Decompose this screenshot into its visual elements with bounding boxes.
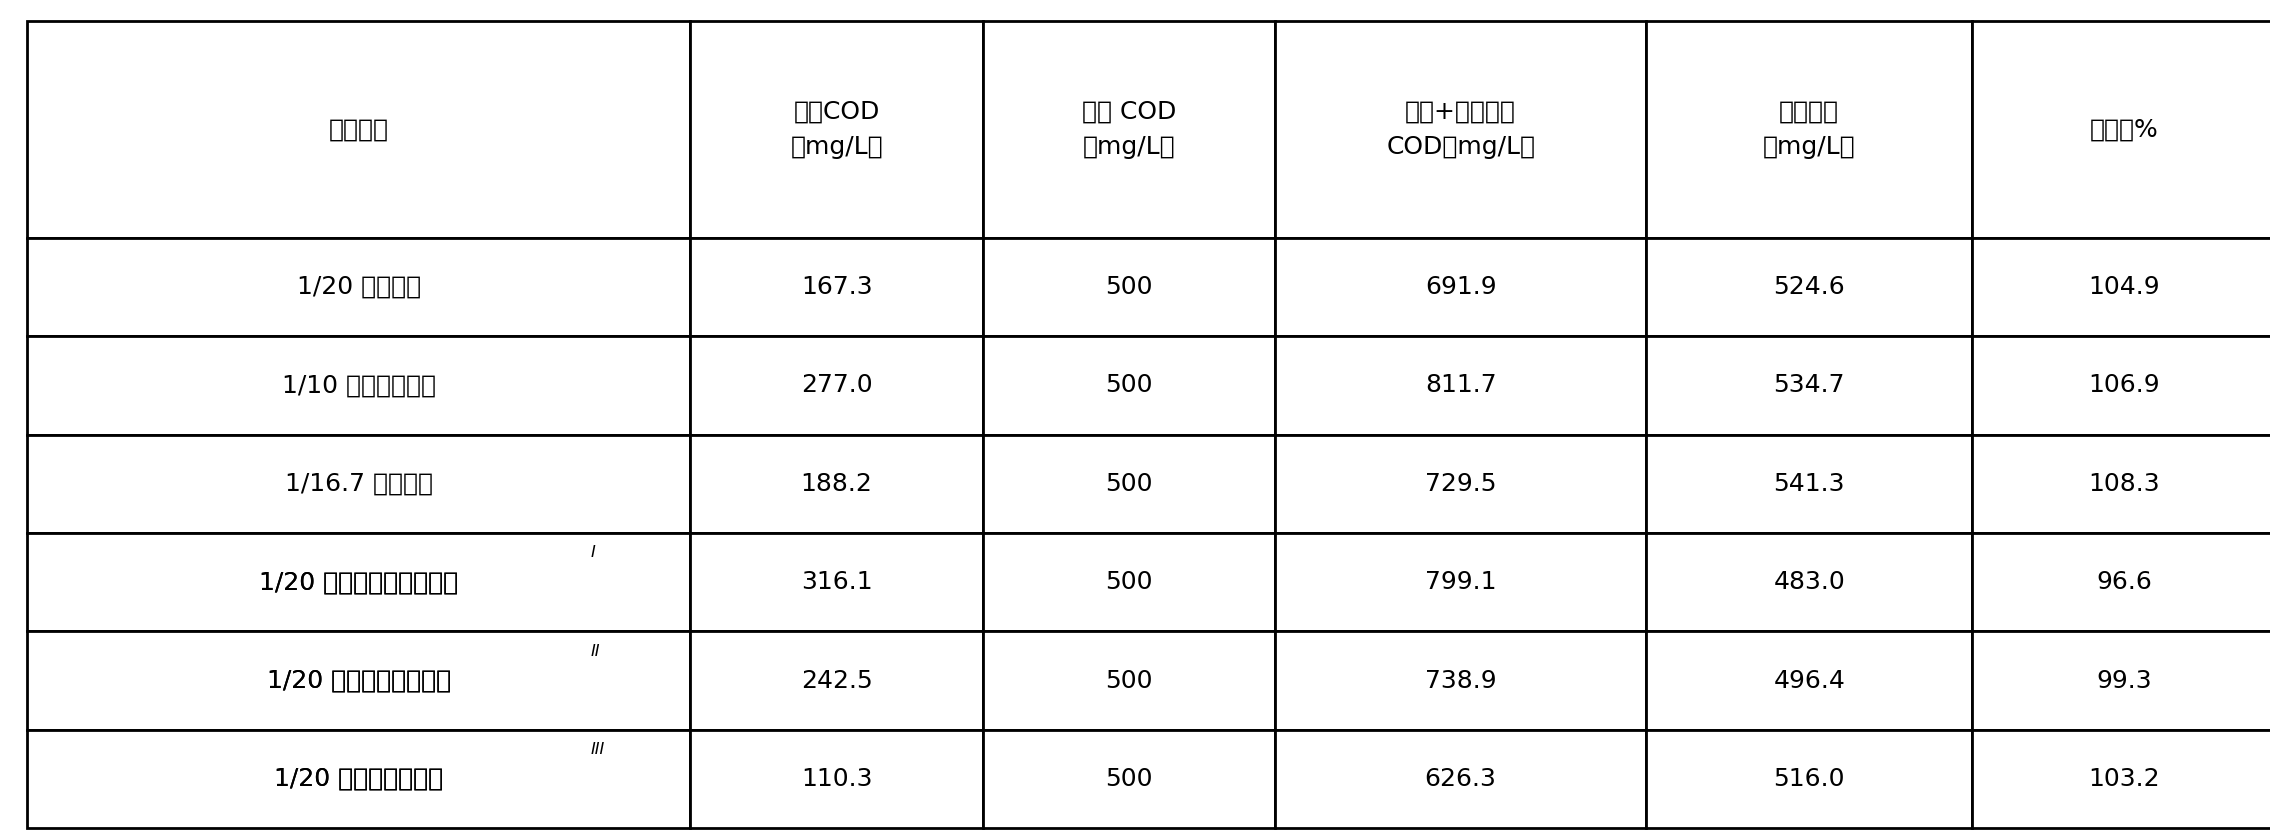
Text: 1/20 百万吨钾肥尾盐池: 1/20 百万吨钾肥尾盐池 [266, 669, 452, 692]
Bar [983, 238, 1276, 336]
Text: 回收率%: 回收率% [2091, 118, 2159, 141]
Text: 1/16.7 大柴旦湖: 1/16.7 大柴旦湖 [284, 472, 434, 495]
Text: 277.0: 277.0 [801, 374, 872, 397]
Text: 541.3: 541.3 [1773, 472, 1846, 495]
Text: 99.3: 99.3 [2095, 669, 2152, 692]
Text: 534.7: 534.7 [1773, 374, 1846, 397]
Bar [1646, 631, 1973, 730]
Text: 496.4: 496.4 [1773, 669, 1846, 692]
Text: II: II [590, 644, 599, 659]
Text: 1/20 百万吨钾肥尾盐池: 1/20 百万吨钾肥尾盐池 [266, 669, 452, 692]
Bar [27, 533, 690, 631]
Bar [27, 238, 690, 336]
Bar [983, 21, 1276, 238]
Text: 242.5: 242.5 [801, 669, 872, 692]
Text: 表样加收
（mg/L）: 表样加收 （mg/L） [1764, 99, 1855, 159]
Bar [1646, 533, 1973, 631]
Text: 1/10 东台吉乃尔湖: 1/10 东台吉乃尔湖 [281, 374, 436, 397]
Bar [27, 21, 690, 238]
Text: III: III [590, 742, 606, 757]
Text: 1/20 百万吨钾肥光卤石池: 1/20 百万吨钾肥光卤石池 [259, 570, 459, 594]
Bar [1646, 435, 1973, 533]
Bar [1276, 730, 1646, 828]
Bar [1276, 336, 1646, 435]
Text: 188.2: 188.2 [801, 472, 872, 495]
Text: 524.6: 524.6 [1773, 275, 1846, 299]
Text: 500: 500 [1105, 570, 1153, 594]
Text: 样品名称: 样品名称 [329, 118, 388, 141]
Bar [27, 631, 690, 730]
Bar [690, 435, 983, 533]
Bar [983, 631, 1276, 730]
Bar [983, 435, 1276, 533]
Text: 500: 500 [1105, 472, 1153, 495]
Bar [1276, 533, 1646, 631]
Text: 1/20 百万吨钾肥原卤: 1/20 百万吨钾肥原卤 [275, 767, 443, 791]
Text: 96.6: 96.6 [2095, 570, 2152, 594]
Bar [1276, 21, 1646, 238]
Text: I: I [590, 545, 595, 560]
Text: 样品COD
（mg/L）: 样品COD （mg/L） [790, 99, 883, 159]
Bar [983, 730, 1276, 828]
Text: 106.9: 106.9 [2088, 374, 2159, 397]
Bar [1646, 21, 1973, 238]
Bar [1646, 238, 1973, 336]
Text: 108.3: 108.3 [2088, 472, 2159, 495]
Text: 1/20 百万吨钾肥光卤石池: 1/20 百万吨钾肥光卤石池 [259, 570, 459, 594]
Bar [1973, 336, 2270, 435]
Text: 516.0: 516.0 [1773, 767, 1846, 791]
Text: 500: 500 [1105, 275, 1153, 299]
Bar [690, 730, 983, 828]
Text: 316.1: 316.1 [801, 570, 872, 594]
Text: 626.3: 626.3 [1426, 767, 1496, 791]
Bar [1276, 238, 1646, 336]
Text: （样+标）实测
COD（mg/L）: （样+标）实测 COD（mg/L） [1387, 99, 1535, 159]
Text: 691.9: 691.9 [1426, 275, 1496, 299]
Bar [27, 730, 690, 828]
Text: 加标 COD
（mg/L）: 加标 COD （mg/L） [1083, 99, 1176, 159]
Bar [1973, 533, 2270, 631]
Bar [983, 336, 1276, 435]
Bar [690, 631, 983, 730]
Text: 738.9: 738.9 [1426, 669, 1496, 692]
Bar [1973, 435, 2270, 533]
Bar [1973, 730, 2270, 828]
Text: 104.9: 104.9 [2088, 275, 2159, 299]
Bar [1973, 21, 2270, 238]
Bar [690, 533, 983, 631]
Bar [1646, 730, 1973, 828]
Bar [690, 238, 983, 336]
Bar [690, 336, 983, 435]
Text: 1/20 达不逊湖: 1/20 达不逊湖 [297, 275, 420, 299]
Bar [1276, 631, 1646, 730]
Bar [27, 435, 690, 533]
Text: 167.3: 167.3 [801, 275, 872, 299]
Text: 811.7: 811.7 [1426, 374, 1496, 397]
Bar [1973, 238, 2270, 336]
Text: 729.5: 729.5 [1426, 472, 1496, 495]
Text: 103.2: 103.2 [2088, 767, 2159, 791]
Text: 500: 500 [1105, 374, 1153, 397]
Text: 1/20 百万吨钾肥原卤: 1/20 百万吨钾肥原卤 [275, 767, 443, 791]
Text: 500: 500 [1105, 767, 1153, 791]
Bar [27, 336, 690, 435]
Bar [1646, 336, 1973, 435]
Bar [983, 533, 1276, 631]
Text: 500: 500 [1105, 669, 1153, 692]
Text: 483.0: 483.0 [1773, 570, 1846, 594]
Bar [1276, 435, 1646, 533]
Text: 110.3: 110.3 [801, 767, 872, 791]
Text: 799.1: 799.1 [1426, 570, 1496, 594]
Bar [690, 21, 983, 238]
Bar [1973, 631, 2270, 730]
